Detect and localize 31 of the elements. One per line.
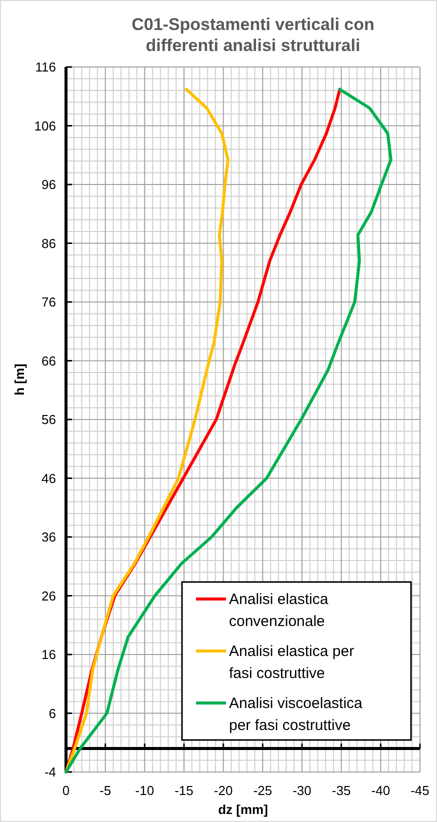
x-tick-label: -30 <box>292 783 312 798</box>
y-tick-label: -4 <box>44 764 56 780</box>
y-tick-label: 16 <box>42 647 56 662</box>
y-tick-label: 106 <box>34 118 56 134</box>
x-tick-label: -45 <box>410 783 430 798</box>
x-tick-label: -5 <box>100 783 112 798</box>
y-tick-label: 86 <box>42 236 56 251</box>
y-tick-label: 66 <box>42 353 56 368</box>
y-tick-label: 6 <box>48 706 56 721</box>
y-tick-label: 56 <box>42 412 56 428</box>
x-axis-title: dz [mm] <box>218 802 268 817</box>
x-tick-label: -10 <box>135 783 154 798</box>
y-tick-label: 76 <box>42 294 56 310</box>
x-tick-label: -20 <box>214 783 233 798</box>
line-series <box>64 88 230 774</box>
y-tick-label: 96 <box>42 177 56 192</box>
y-axis-title: h [m] <box>12 364 27 396</box>
y-tick-label: 36 <box>42 530 56 545</box>
x-tick-label: -15 <box>174 783 194 798</box>
x-tick-label: -40 <box>371 783 390 798</box>
legend-label: Analisi elastica convenzionale <box>229 591 329 630</box>
y-tick-label: 26 <box>42 588 56 604</box>
y-tick-label: 116 <box>35 60 56 75</box>
chart-title: C01-Spostamenti verticali con differenti analisi strutturali <box>132 15 374 55</box>
y-tick-label: 46 <box>42 470 56 486</box>
legend-label: Analisi elastica per fasi costruttive <box>229 643 354 682</box>
legend-label: Analisi viscoelastica per fasi costruttive <box>229 695 364 734</box>
line-series <box>64 88 392 774</box>
x-tick-label: 0 <box>62 783 70 798</box>
x-tick-label: -25 <box>253 783 272 798</box>
x-tick-label: -35 <box>332 783 351 798</box>
